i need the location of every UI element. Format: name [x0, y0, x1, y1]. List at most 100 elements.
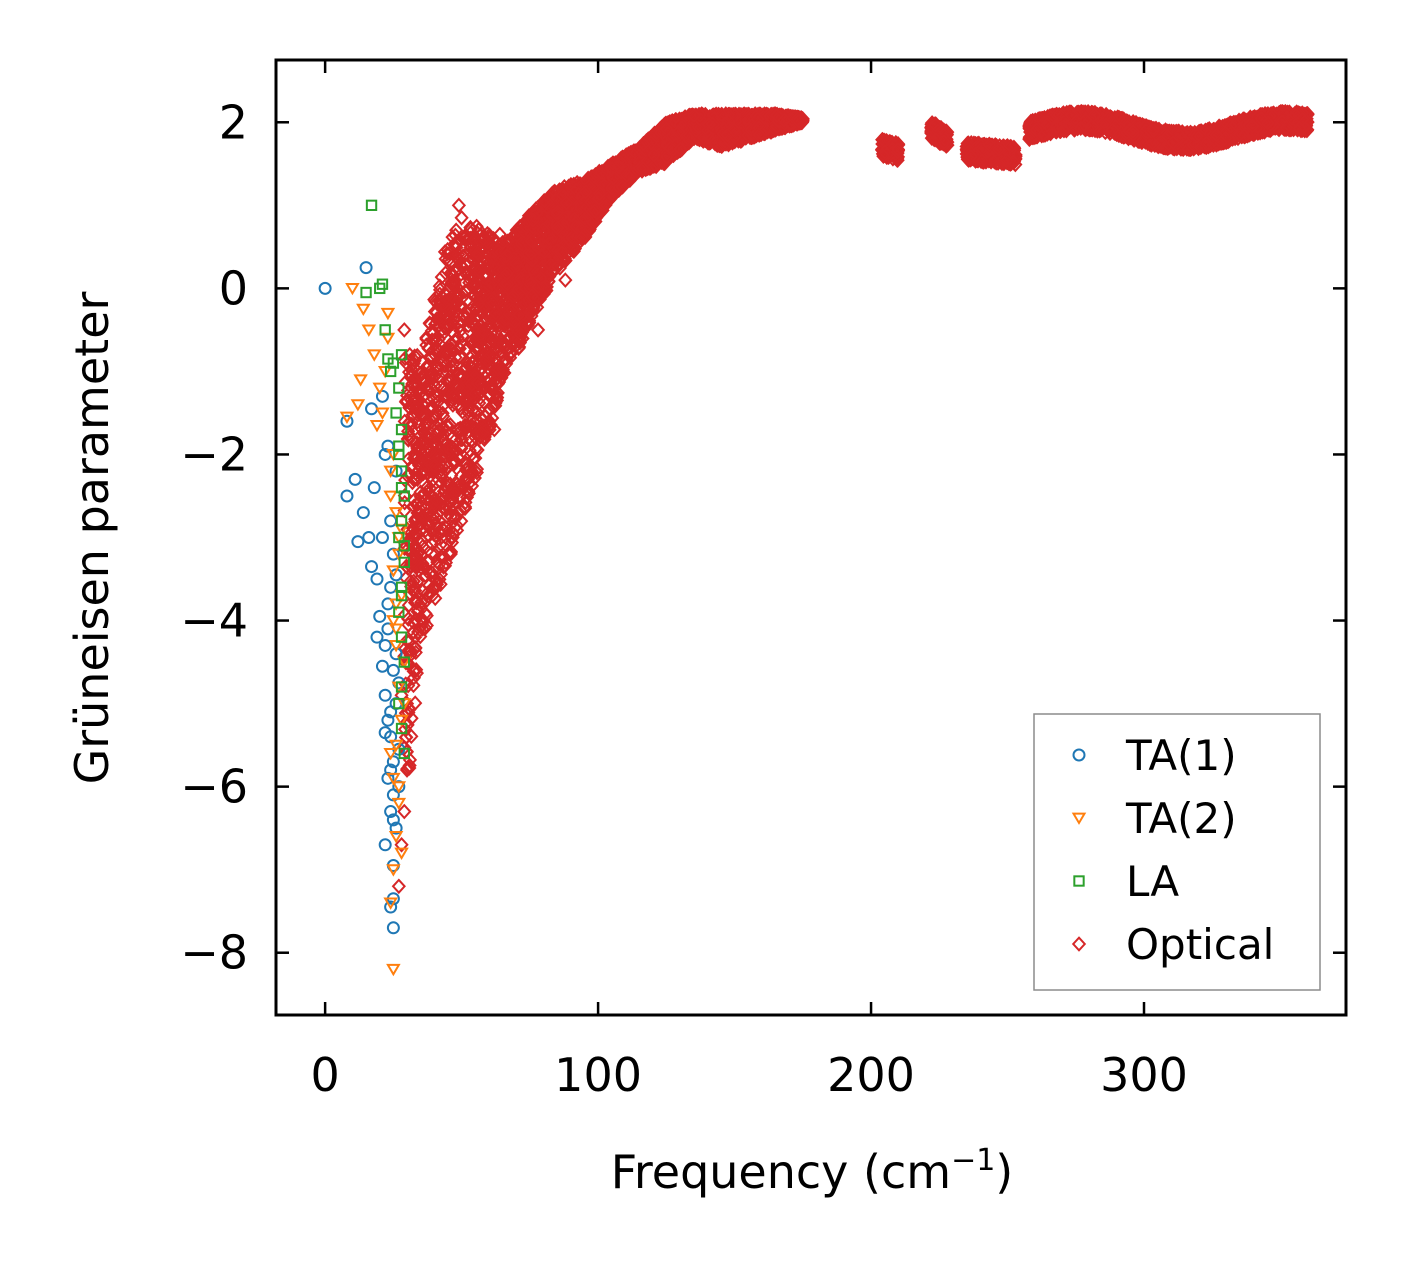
- optical-point: [938, 131, 953, 147]
- optical-point: [665, 128, 680, 144]
- optical-point: [423, 362, 439, 379]
- optical-point: [509, 275, 524, 292]
- optical-point: [397, 413, 412, 430]
- optical-point: [486, 290, 501, 307]
- optical-point: [430, 554, 445, 570]
- optical-point: [431, 431, 447, 447]
- optical-point: [453, 423, 468, 440]
- optical-point: [428, 384, 443, 401]
- optical-point: [505, 288, 521, 305]
- optical-point: [585, 204, 600, 220]
- optical-point: [406, 677, 421, 694]
- optical-point: [414, 405, 430, 422]
- optical-point: [490, 376, 506, 392]
- optical-point: [449, 376, 464, 393]
- optical-point: [416, 397, 432, 414]
- optical-point: [497, 311, 513, 328]
- optical-point: [521, 312, 537, 329]
- optical-point: [592, 164, 607, 181]
- optical-point: [506, 250, 521, 267]
- optical-point: [435, 466, 450, 482]
- optical-point: [469, 322, 484, 339]
- optical-point: [582, 178, 597, 195]
- optical-point: [418, 593, 433, 610]
- optical-point: [721, 113, 736, 130]
- optical-point: [686, 107, 702, 124]
- optical-point: [429, 462, 444, 478]
- optical-point: [646, 147, 662, 163]
- optical-point: [453, 335, 469, 351]
- optical-point: [445, 485, 460, 502]
- optical-point: [636, 136, 651, 152]
- optical-point: [444, 467, 459, 483]
- optical-point: [458, 360, 473, 377]
- optical-point: [424, 535, 439, 552]
- optical-point: [550, 220, 565, 236]
- optical-point: [502, 305, 517, 322]
- optical-point: [453, 431, 468, 448]
- optical-point: [405, 376, 420, 392]
- optical-point: [448, 238, 463, 255]
- optical-point: [455, 328, 470, 344]
- optical-point: [567, 211, 582, 227]
- optical-point: [453, 266, 469, 282]
- optical-point: [418, 522, 433, 539]
- optical-point: [480, 234, 496, 251]
- optical-point: [446, 453, 461, 469]
- optical-point: [414, 450, 429, 466]
- optical-point: [419, 617, 434, 634]
- optical-point: [472, 262, 487, 279]
- optical-point: [489, 375, 504, 392]
- optical-point: [444, 274, 459, 290]
- optical-point: [407, 663, 423, 680]
- optical-point: [413, 465, 429, 481]
- optical-point: [539, 279, 554, 295]
- optical-point: [413, 532, 429, 548]
- optical-point: [422, 566, 437, 582]
- optical-point: [427, 378, 443, 394]
- optical-point: [431, 560, 446, 576]
- optical-point: [458, 483, 473, 499]
- optical-point: [427, 458, 442, 474]
- optical-point: [473, 233, 488, 249]
- optical-point: [426, 472, 441, 488]
- optical-point: [554, 245, 570, 261]
- optical-point: [447, 453, 463, 469]
- optical-point: [397, 648, 412, 664]
- optical-point: [443, 336, 458, 353]
- optical-point: [418, 560, 433, 576]
- optical-point: [659, 145, 675, 161]
- optical-point: [461, 485, 477, 502]
- optical-point: [414, 384, 429, 400]
- optical-point: [536, 222, 551, 238]
- optical-point: [399, 558, 414, 575]
- optical-series: [391, 103, 1315, 895]
- optical-point: [469, 277, 484, 293]
- optical-point: [663, 140, 678, 156]
- optical-point: [490, 361, 505, 378]
- optical-point: [458, 457, 474, 474]
- optical-point: [443, 416, 458, 433]
- optical-point: [447, 510, 462, 526]
- optical-point: [445, 359, 460, 376]
- optical-point: [442, 301, 457, 318]
- optical-point: [613, 154, 628, 171]
- optical-point: [456, 500, 472, 516]
- optical-point: [419, 360, 435, 377]
- optical-point: [619, 167, 635, 183]
- optical-point: [470, 442, 485, 458]
- optical-point: [480, 256, 495, 273]
- optical-point: [615, 179, 630, 195]
- optical-point: [475, 288, 491, 305]
- optical-point: [559, 180, 574, 197]
- optical-point: [499, 265, 515, 282]
- optical-point: [432, 282, 448, 298]
- optical-point: [452, 397, 467, 414]
- optical-point: [509, 337, 524, 353]
- optical-point: [416, 508, 431, 525]
- optical-point: [472, 361, 487, 378]
- optical-point: [718, 118, 734, 135]
- optical-point: [421, 553, 436, 570]
- optical-point: [424, 545, 439, 562]
